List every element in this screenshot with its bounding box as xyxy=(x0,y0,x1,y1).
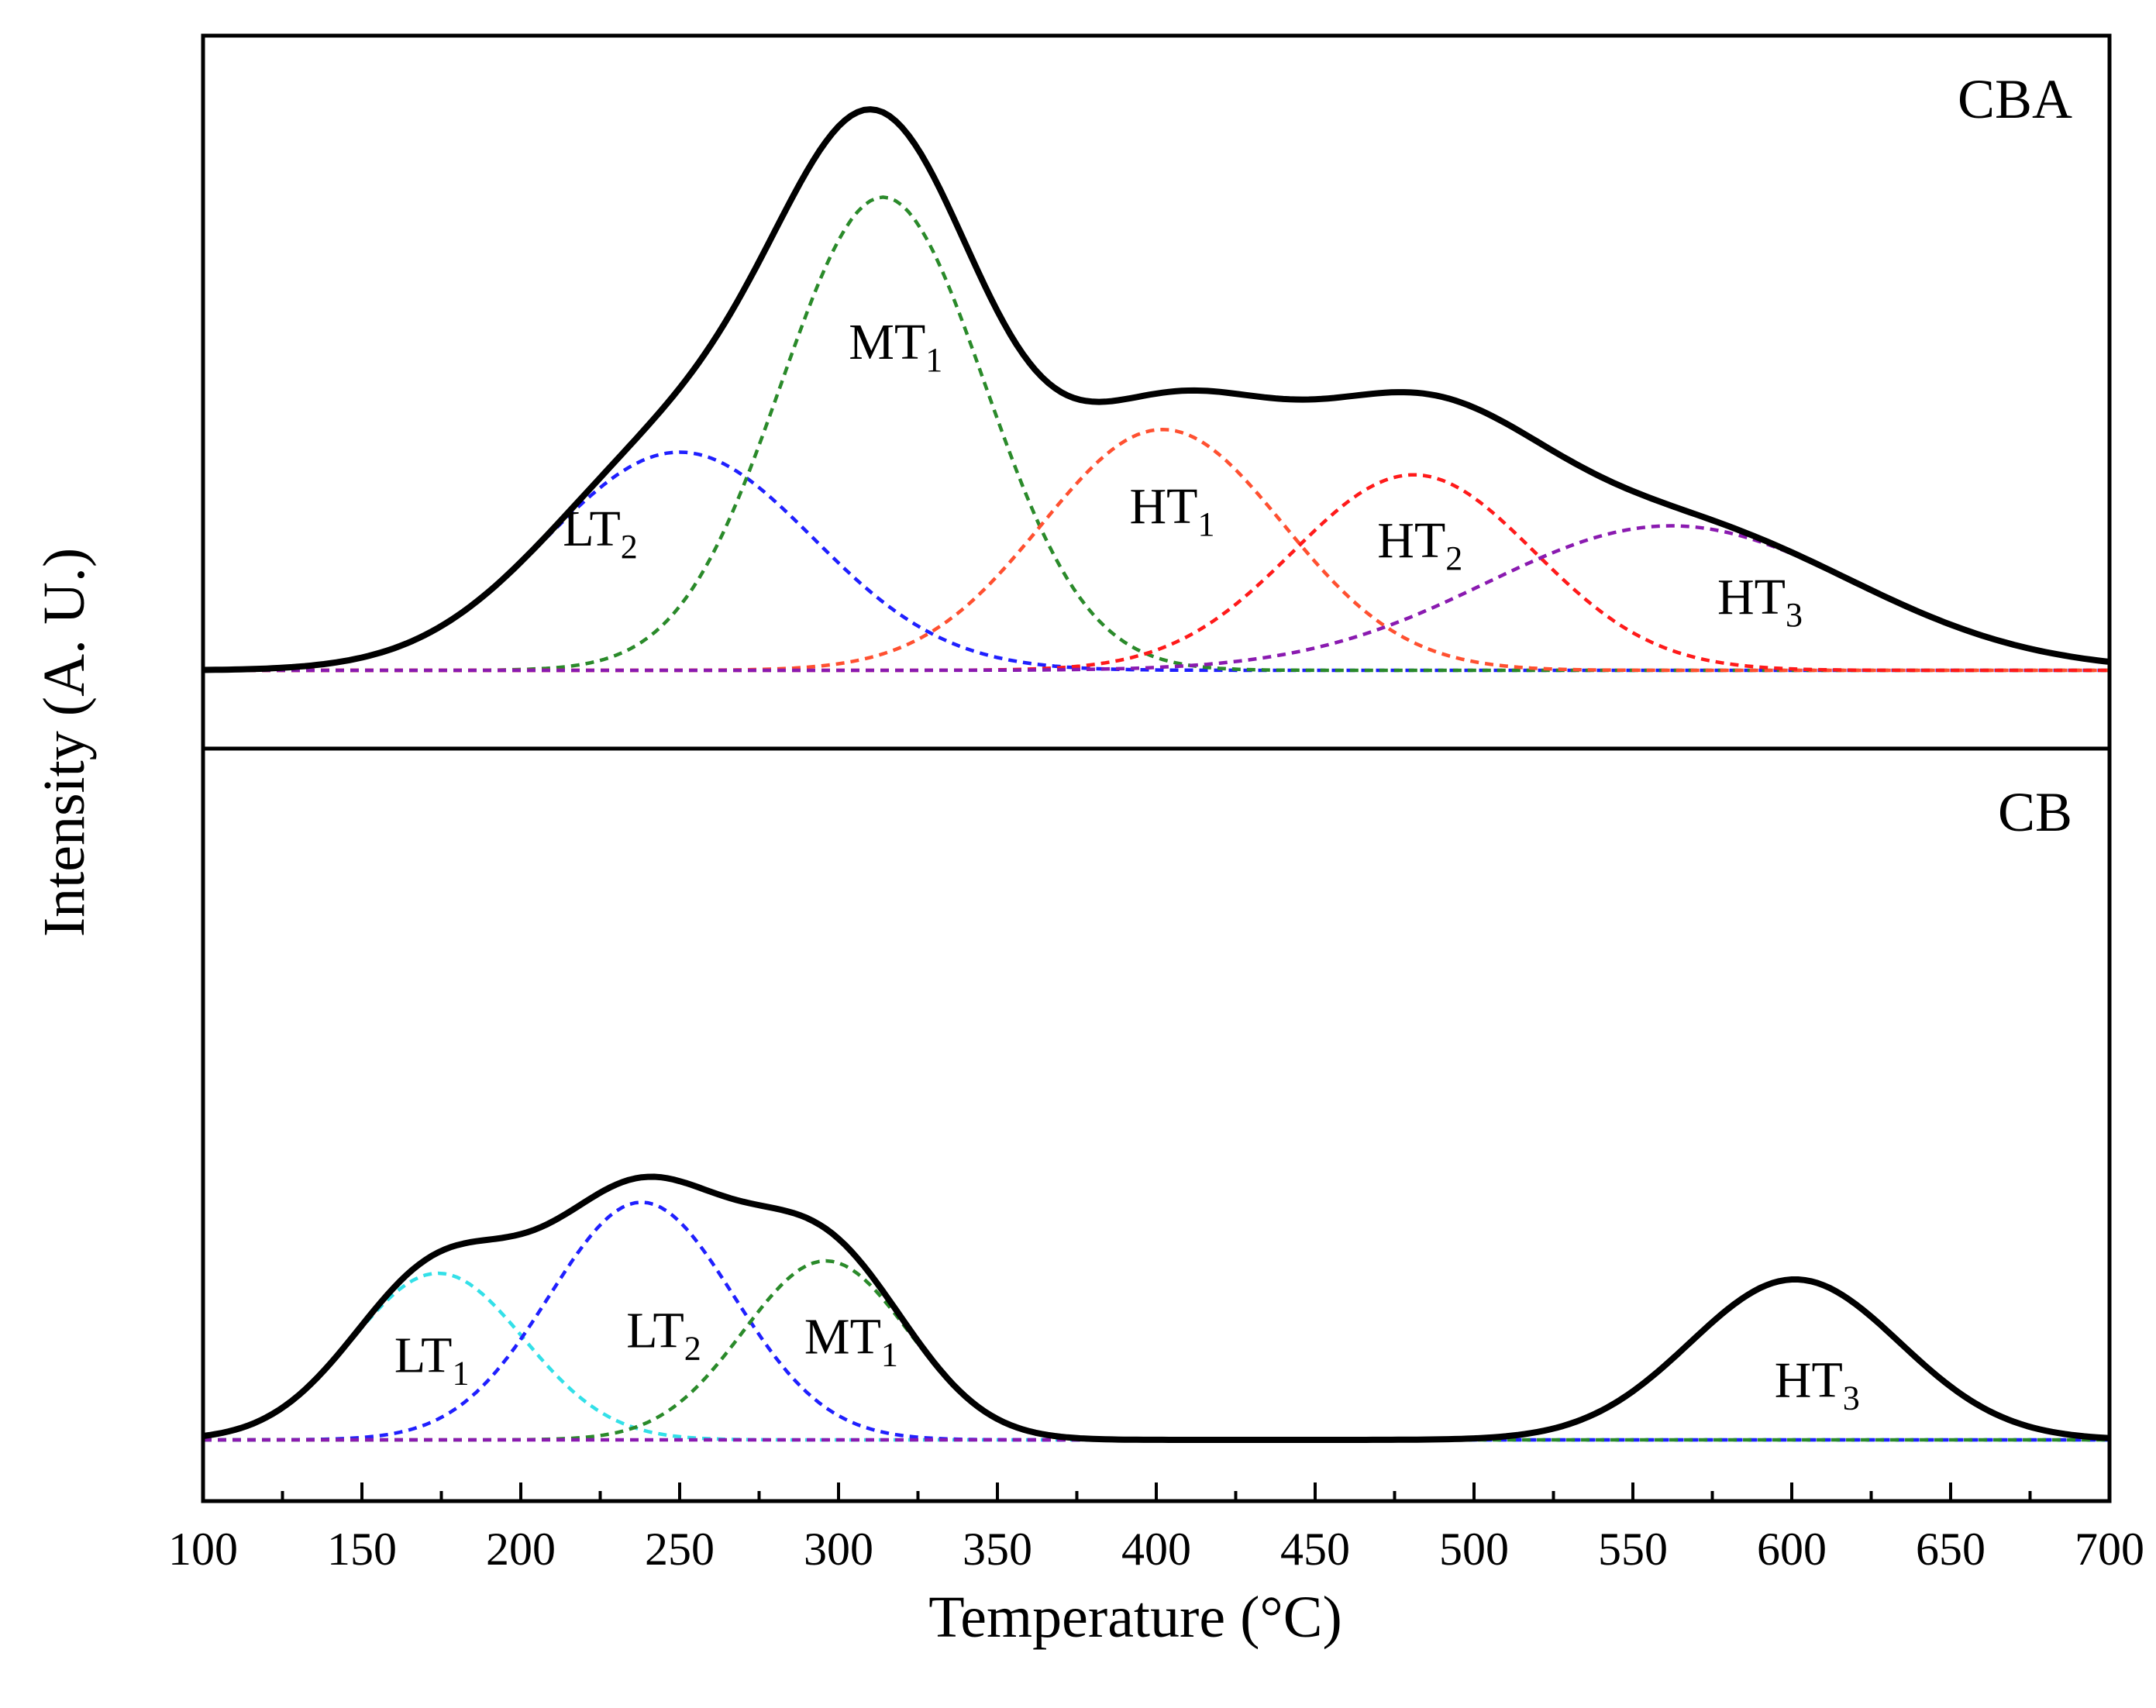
cba-label-ht1: HT1 xyxy=(1130,478,1215,543)
cb-label-mt1: MT1 xyxy=(804,1309,898,1374)
x-tick-label: 250 xyxy=(645,1524,715,1575)
series-layer xyxy=(202,106,2110,1443)
x-tick-label: 400 xyxy=(1121,1524,1191,1575)
x-tick-label: 450 xyxy=(1280,1524,1350,1575)
cb-envelope-line xyxy=(202,1173,2110,1443)
cb-label-lt1: LT1 xyxy=(394,1327,470,1392)
x-tick-label: 100 xyxy=(168,1524,238,1575)
x-tick-label: 150 xyxy=(327,1524,397,1575)
cba-envelope-line xyxy=(202,106,2110,673)
cb-label-lt2: LT2 xyxy=(626,1303,701,1368)
cba-panel-title: CBA xyxy=(1958,68,2072,130)
x-tick-label: 500 xyxy=(1439,1524,1509,1575)
peak-label-layer: LT2 MT1 HT1 HT2 HT3 CBA LT1 LT2 MT1 HT3 CB xyxy=(394,68,2072,1417)
cba-label-ht3: HT3 xyxy=(1717,569,1803,634)
x-tick-label: 650 xyxy=(1916,1524,1986,1575)
x-tick-label: 200 xyxy=(486,1524,556,1575)
cba-label-ht2: HT2 xyxy=(1377,512,1462,577)
cb-peak-lt2 xyxy=(203,1200,2110,1442)
x-axis-ticks: 100 150 200 250 300 350 400 450 500 550 600 650 700 xyxy=(168,1482,2144,1575)
y-axis-title: Intensity (A. U.) xyxy=(32,548,97,937)
x-tick-label: 700 xyxy=(2075,1524,2144,1575)
cba-peak-ht3 xyxy=(203,524,2110,673)
x-tick-label: 300 xyxy=(804,1524,873,1575)
cb-panel-title: CB xyxy=(1998,781,2072,843)
cba-label-mt1: MT1 xyxy=(849,314,942,379)
cb-label-ht3: HT3 xyxy=(1775,1352,1860,1417)
x-tick-label: 600 xyxy=(1757,1524,1827,1575)
x-tick-label: 550 xyxy=(1598,1524,1668,1575)
cba-label-lt2: LT2 xyxy=(563,501,638,566)
x-axis-title: Temperature (°C) xyxy=(928,1585,1342,1650)
x-tick-label: 350 xyxy=(963,1524,1032,1575)
